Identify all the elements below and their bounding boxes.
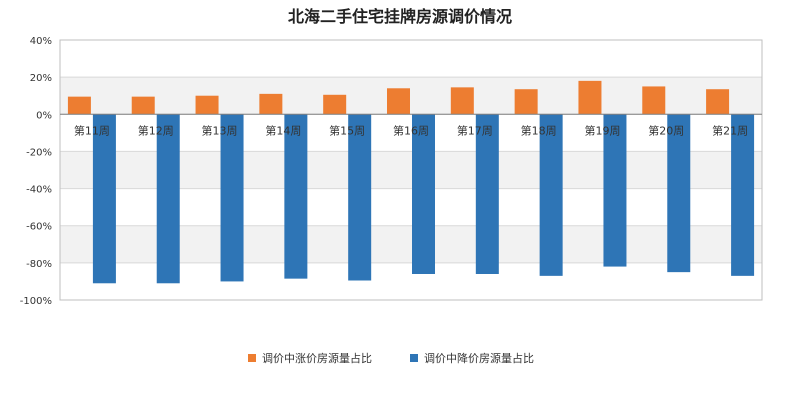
- bar-decrease: [667, 114, 691, 273]
- bar-increase: [450, 87, 474, 115]
- legend: 调价中涨价房源量占比 调价中降价房源量占比: [248, 351, 534, 365]
- legend-label: 调价中涨价房源量占比: [262, 351, 372, 365]
- x-tick-label: 第18周: [521, 123, 557, 137]
- x-tick-label: 第20周: [648, 123, 684, 137]
- y-tick-label: -60%: [26, 222, 52, 233]
- y-tick-label: 40%: [30, 36, 52, 47]
- bar-decrease: [348, 114, 372, 281]
- bar-increase: [578, 80, 602, 115]
- y-tick-label: 20%: [30, 73, 52, 84]
- x-tick-label: 第17周: [457, 123, 493, 137]
- legend-swatch: [248, 354, 256, 362]
- x-tick-label: 第21周: [712, 123, 748, 137]
- y-tick-label: -40%: [26, 185, 52, 196]
- bar-increase: [323, 94, 347, 115]
- bar-increase: [259, 93, 283, 115]
- bar-decrease: [156, 114, 180, 284]
- bar-increase: [706, 89, 730, 115]
- y-tick-label: -100%: [20, 296, 52, 307]
- plot-area: 40% 20% 0% -20% -40% -60% -80% -100% 第11周 第12周 第13…: [20, 36, 763, 307]
- x-tick-label: 第16周: [393, 123, 429, 137]
- x-tick-label: 第13周: [202, 123, 238, 137]
- x-tick-label: 第19周: [584, 123, 620, 137]
- y-tick-label: 0%: [36, 110, 52, 121]
- chart-title: 北海二手住宅挂牌房源调价情况: [288, 7, 512, 26]
- x-tick-label: 第14周: [265, 123, 301, 137]
- bar-decrease: [475, 114, 499, 275]
- x-tick-label: 第15周: [329, 123, 365, 137]
- bar-decrease: [284, 114, 308, 279]
- bar-increase: [131, 96, 155, 115]
- bar-decrease: [731, 114, 755, 276]
- bar-increase: [387, 88, 410, 115]
- bar-increase: [642, 86, 666, 115]
- plot-border: [59, 39, 763, 301]
- bar-increase: [67, 96, 91, 115]
- legend-swatch: [410, 354, 418, 362]
- bar-decrease: [92, 114, 116, 284]
- bar-decrease: [539, 114, 563, 276]
- x-tick-label: 第12周: [138, 123, 174, 137]
- bar-increase: [514, 89, 538, 115]
- grid-band: [60, 40, 762, 78]
- bar-decrease: [412, 114, 435, 275]
- bar-decrease: [220, 114, 244, 282]
- y-tick-label: -80%: [26, 259, 52, 270]
- bar-increase: [195, 95, 219, 115]
- bar-decrease: [603, 114, 627, 267]
- x-tick-label: 第11周: [74, 123, 110, 137]
- legend-label: 调价中降价房源量占比: [424, 351, 534, 365]
- y-tick-label: -20%: [26, 147, 52, 158]
